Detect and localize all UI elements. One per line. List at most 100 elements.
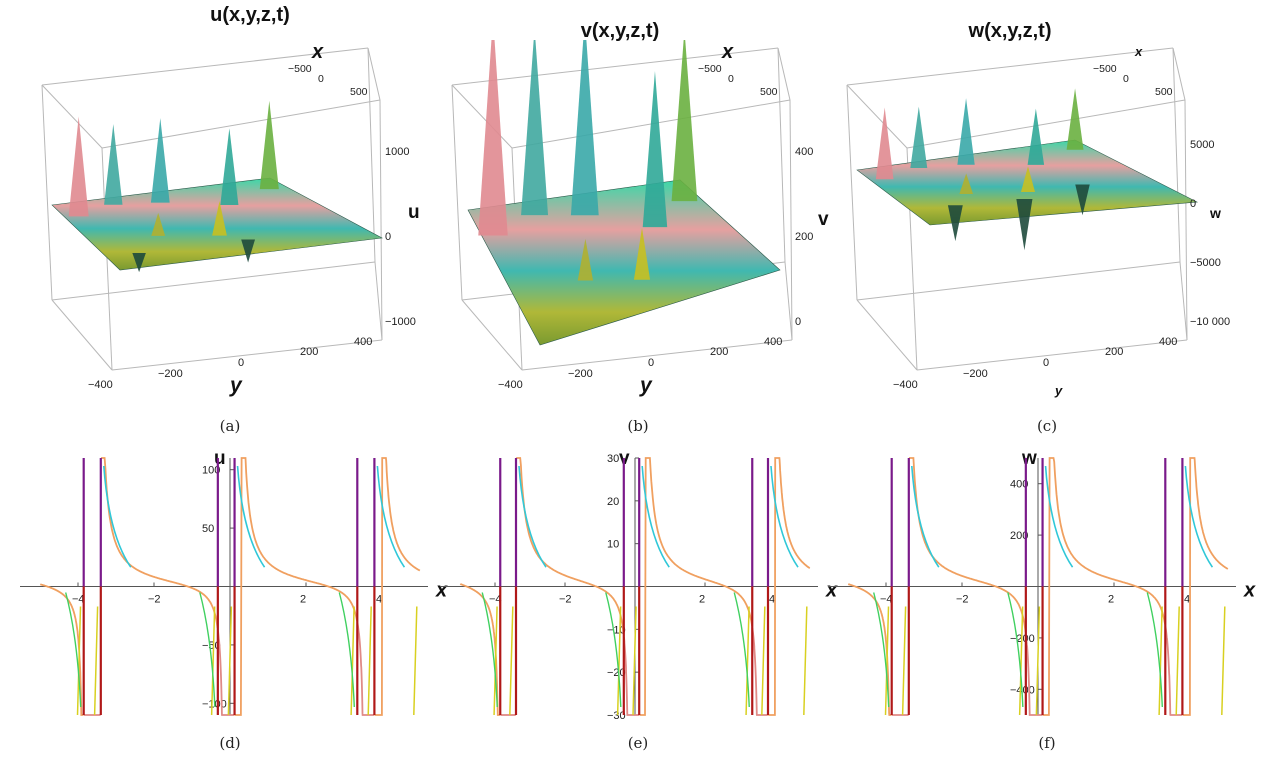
surface-title-a: u(x,y,z,t)	[210, 4, 290, 26]
y-axis-label: y	[1054, 383, 1063, 398]
box-edge-5	[101, 147, 113, 371]
curve-tail	[884, 606, 890, 716]
surface-title-b: v(x,y,z,t)	[580, 20, 660, 42]
box-edge-4	[906, 99, 1186, 149]
box-edge-1	[846, 84, 858, 301]
surface-peak	[633, 227, 651, 280]
y-tick-label: 200	[300, 346, 318, 358]
box-edge-3	[856, 261, 1181, 301]
x-tick-label: −500	[288, 63, 312, 75]
x-tick-label: 2	[300, 594, 306, 606]
y-tick-label: 200	[1105, 346, 1123, 358]
x-axis-label: x	[825, 580, 838, 602]
box-edge-10	[51, 299, 113, 371]
curve-segment	[1025, 635, 1043, 716]
curve-tail	[1035, 606, 1041, 716]
x-tick-label: 4	[769, 594, 775, 606]
surface-peak	[947, 205, 963, 242]
x-tick-label: 0	[728, 73, 734, 85]
caption-a: (a)	[219, 417, 241, 435]
curve-tail	[350, 606, 355, 716]
y-tick-label: 0	[1043, 357, 1049, 369]
curve-tail	[76, 606, 82, 716]
box-edge-1	[41, 84, 53, 301]
y-tick-label: 200	[1010, 530, 1028, 542]
curve-segment	[356, 622, 375, 716]
x-tick-label: −4	[880, 594, 893, 606]
surface-plot-v: 400 200 0 v −500 0 500 x −400 −200 0 200 400 y	[451, 40, 829, 397]
y-tick-label: −200	[568, 368, 593, 380]
z-tick-label: −5000	[1190, 257, 1221, 269]
y-axis-label: w	[1021, 450, 1037, 469]
surface-peak	[671, 40, 698, 202]
y-tick-label: −200	[963, 368, 988, 380]
z-tick-label: −1000	[385, 316, 416, 328]
box-edge-11	[784, 261, 793, 341]
curve-tail	[1175, 606, 1180, 716]
curve-branch-cyan	[1044, 465, 1074, 568]
x-tick-label: 4	[1184, 594, 1190, 606]
box-edge-2	[367, 47, 376, 263]
curve-branch-green	[481, 592, 498, 708]
curve-branch-cyan	[103, 465, 132, 568]
curve-branch-green	[1007, 592, 1024, 708]
surface-peak	[151, 212, 166, 236]
curve-tail	[210, 606, 216, 716]
curve-tail	[1018, 606, 1024, 716]
surface-peak	[212, 201, 227, 236]
caption-f: (f)	[1038, 734, 1056, 752]
box-edge-7	[916, 339, 1188, 371]
surface-peak	[1066, 88, 1084, 150]
curve-segment	[768, 457, 811, 716]
y-tick-label: −400	[88, 379, 113, 391]
surface-peak	[875, 107, 894, 180]
y-tick-label: 400	[1010, 479, 1028, 491]
surface-title-c: w(x,y,z,t)	[968, 20, 1052, 42]
z-tick-label: 5000	[1190, 139, 1214, 151]
y-tick-label: −400	[893, 379, 918, 391]
box-edge-0	[451, 47, 779, 86]
box-edge-11	[1179, 261, 1188, 341]
box-edge-1	[451, 84, 463, 301]
x-tick-label: −4	[72, 594, 85, 606]
x-tick-label: −2	[148, 594, 161, 606]
surface-peak	[104, 124, 123, 205]
x-tick-label: 4	[376, 594, 382, 606]
z-tick-label: −10 000	[1190, 316, 1230, 328]
surface-peak	[1075, 184, 1090, 216]
y-tick-label: −50	[202, 640, 221, 652]
z-tick-label: 0	[1190, 198, 1196, 210]
surface-peak	[910, 106, 928, 168]
box-edge-6	[1184, 99, 1188, 341]
box-edge-0	[846, 47, 1174, 86]
box-edge-0	[41, 47, 369, 86]
surface-peak	[220, 128, 239, 206]
box-edge-8	[846, 84, 908, 149]
curve-segment	[234, 457, 358, 716]
curve-tail	[509, 606, 514, 716]
x-tick-label: 500	[350, 86, 368, 98]
y-tick-label: 10	[607, 539, 619, 551]
y-axis-label: y	[229, 374, 243, 397]
box-edge-9	[367, 47, 381, 101]
box-edge-2	[777, 47, 786, 263]
y-tick-label: 30	[607, 453, 619, 465]
surface-peak	[521, 40, 549, 216]
curve-segment	[847, 583, 892, 716]
box-edge-11	[374, 261, 383, 341]
x-tick-label: −500	[698, 63, 722, 75]
curve-segment	[1164, 626, 1183, 716]
x-axis-label: x	[311, 41, 324, 63]
curve-branch-green	[338, 592, 355, 708]
box-edge-8	[41, 84, 103, 149]
curve-segment	[1042, 457, 1166, 716]
curve-tail	[616, 606, 622, 716]
y-tick-label: 400	[1159, 336, 1177, 348]
x-tick-label: −4	[489, 594, 502, 606]
box-edge-9	[777, 47, 791, 101]
x-axis-label: x	[721, 41, 734, 63]
x-tick-label: 500	[1155, 86, 1173, 98]
y-axis-label: u	[214, 450, 226, 469]
caption-c: (c)	[1036, 417, 1058, 435]
